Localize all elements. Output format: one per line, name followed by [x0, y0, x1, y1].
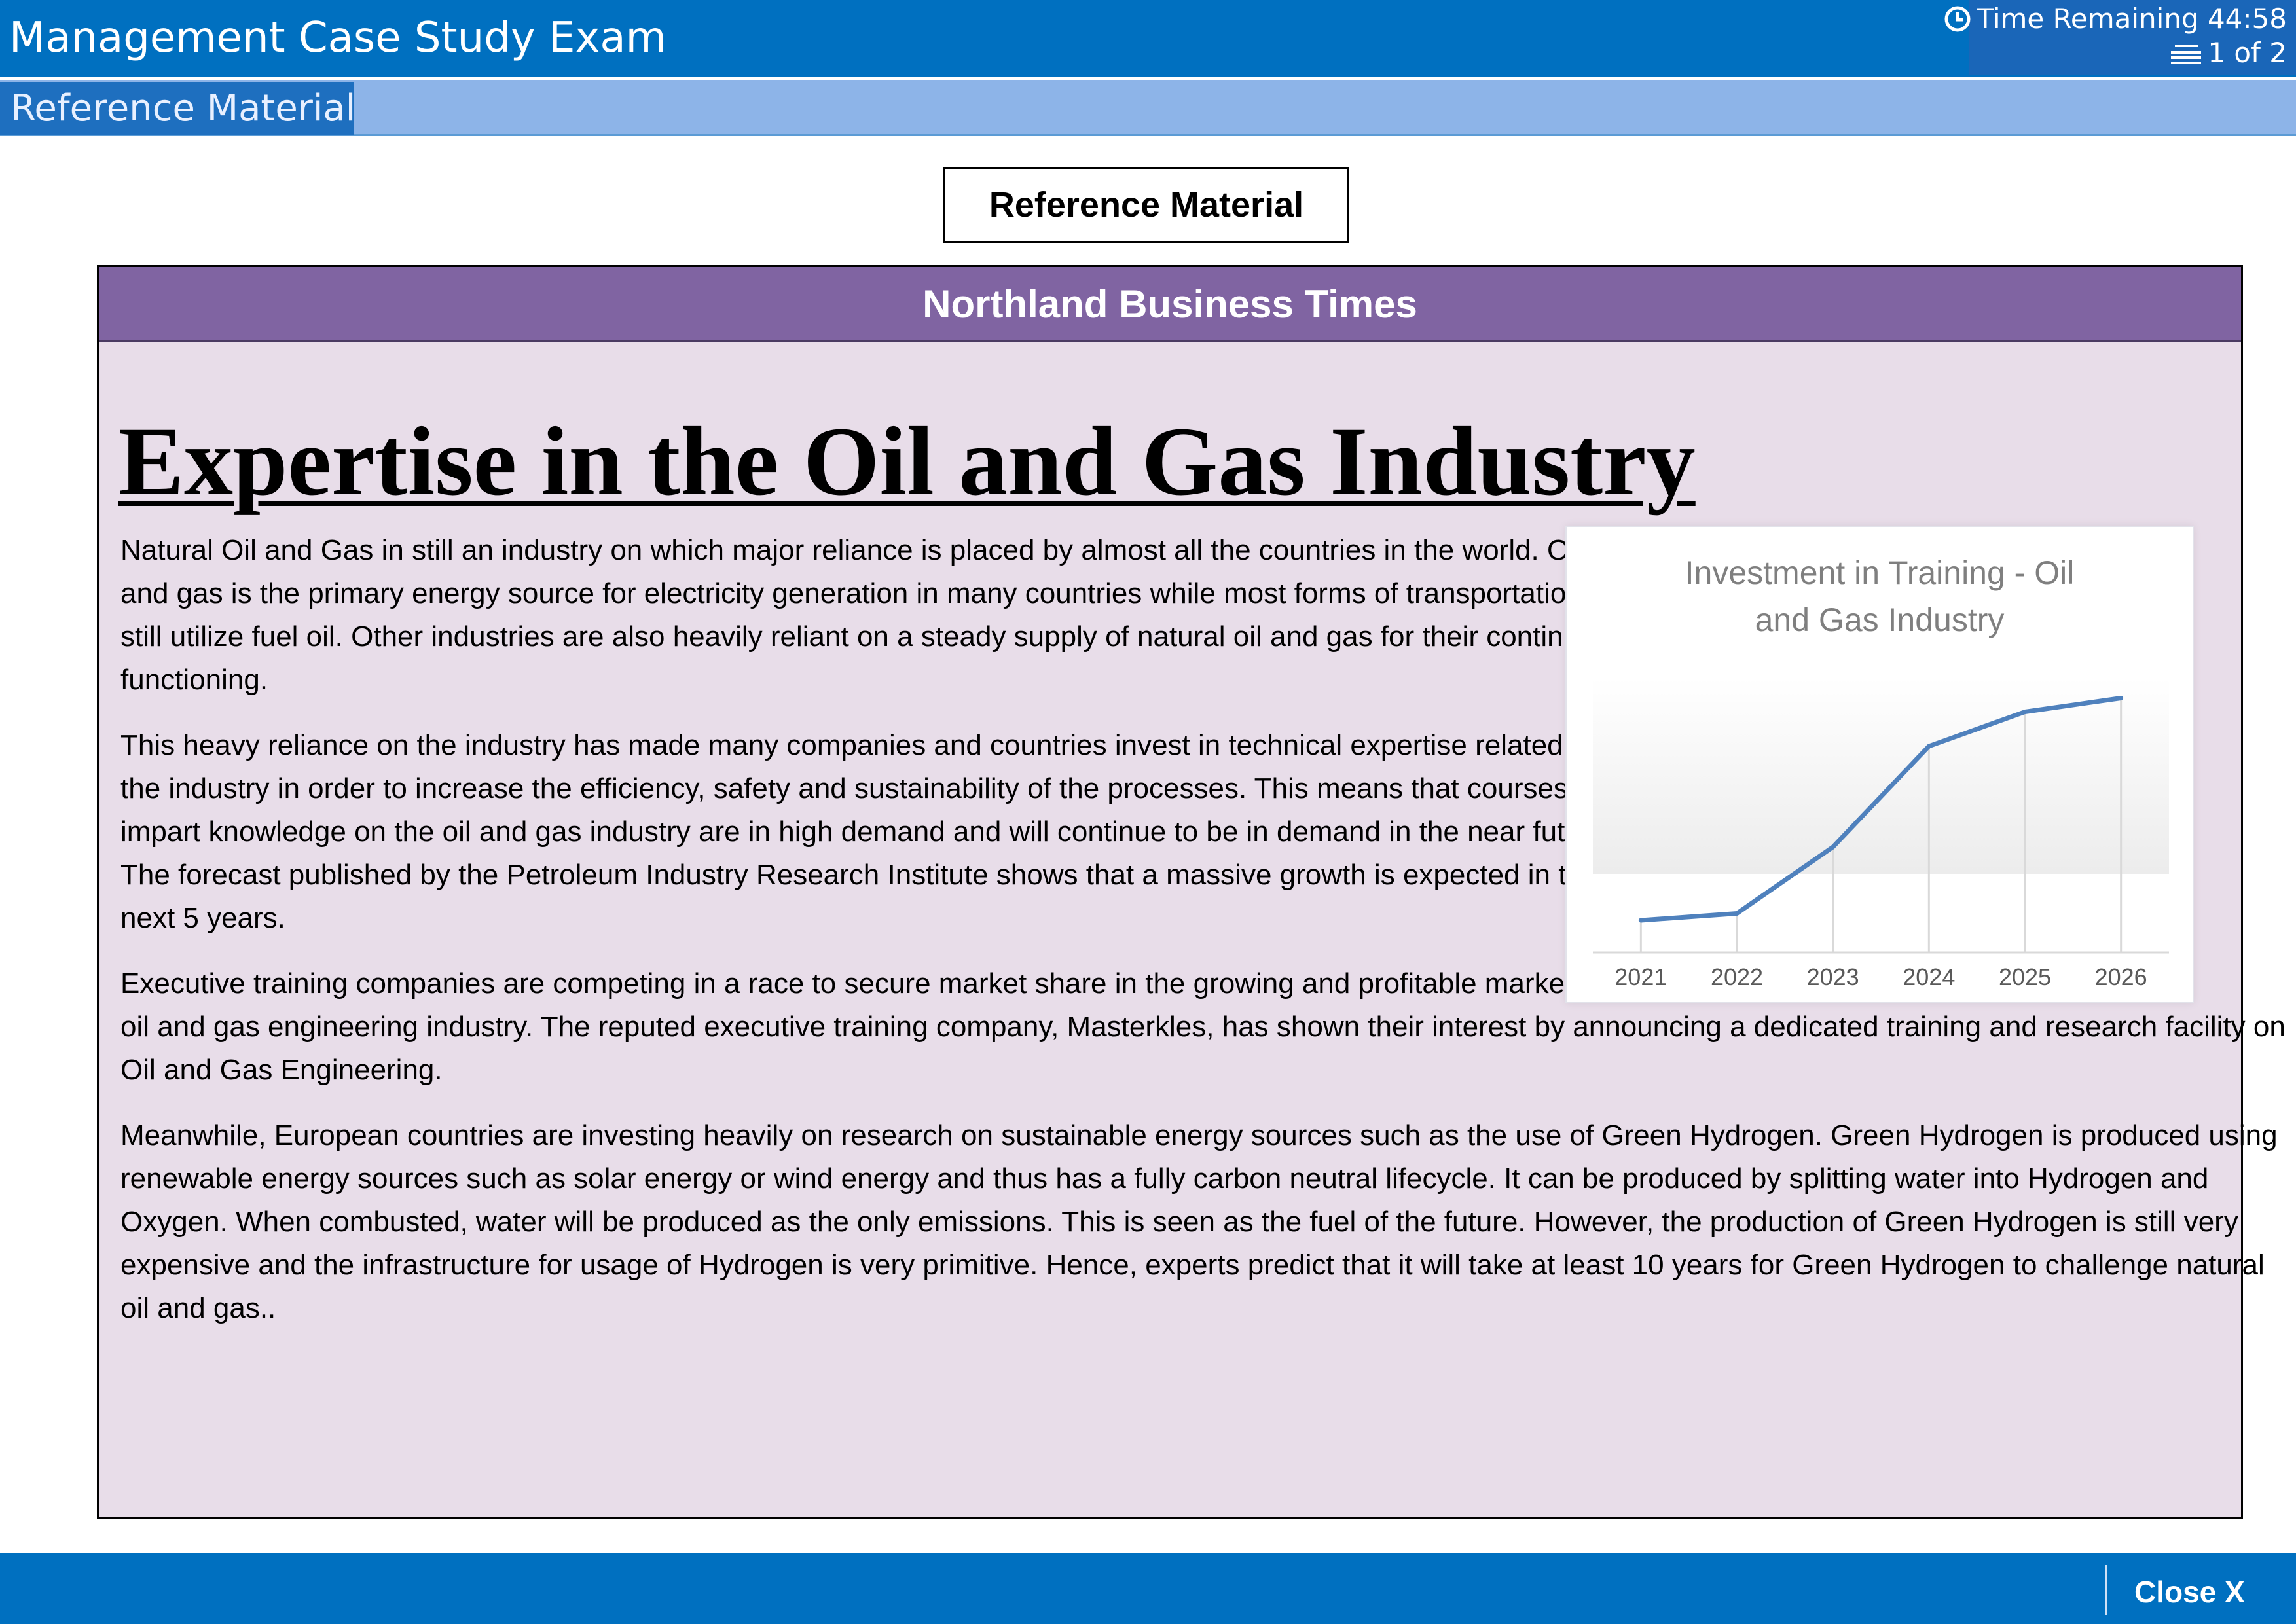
- exam-status-panel: Time Remaining 44:58 1 of 2: [1944, 0, 2296, 75]
- clock-icon: [1944, 6, 1971, 31]
- page-counter: 1 of 2: [2167, 37, 2287, 69]
- article-paragraph-1: Natural Oil and Gas in still an industry…: [120, 534, 1626, 696]
- article-paragraph-4: Meanwhile, European countries are invest…: [120, 1119, 2278, 1324]
- pages-icon: [2171, 44, 2202, 64]
- article-paragraph-2: This heavy reliance on the industry has …: [120, 729, 1624, 934]
- app-title: Management Case Study Exam: [9, 14, 666, 62]
- close-button[interactable]: Close X: [2134, 1575, 2245, 1609]
- chart-title-line-1: Investment in Training - Oil: [1685, 554, 2075, 591]
- newspaper-banner: Northland Business Times: [99, 267, 2241, 342]
- reference-material-label: Reference Material: [943, 167, 1349, 243]
- x-tick-label-2025: 2025: [1999, 964, 2051, 990]
- x-tick-label-2026: 2026: [2095, 964, 2147, 990]
- time-remaining-text: Time Remaining 44:58: [1977, 3, 2287, 35]
- chart-title: Investment in Training - Oil and Gas Ind…: [1567, 549, 2193, 643]
- reference-document: Northland Business Times Expertise in th…: [97, 265, 2286, 1519]
- footer-bar: Close X: [0, 1553, 2296, 1624]
- x-tick-label-2023: 2023: [1807, 964, 1859, 990]
- plot-area: [1593, 677, 2169, 874]
- article-body: Natural Oil and Gas in still an industry…: [120, 529, 2296, 1352]
- chart-title-line-2: and Gas Industry: [1755, 602, 2005, 638]
- x-tick-label-2021: 2021: [1614, 964, 1667, 990]
- time-remaining: Time Remaining 44:58: [1944, 3, 2287, 35]
- page-counter-text: 1 of 2: [2208, 37, 2287, 69]
- x-tick-label-2022: 2022: [1711, 964, 1763, 990]
- footer-divider: [2105, 1565, 2107, 1615]
- series-line: [1638, 696, 2124, 923]
- section-bar: Reference Material: [0, 80, 2296, 136]
- investment-chart: Investment in Training - Oil and Gas Ind…: [1565, 526, 2194, 1003]
- x-tick-label-2024: 2024: [1903, 964, 1955, 990]
- chart-plot: 2021 2022 2023 2024 2025 2026: [1593, 677, 2169, 990]
- article-paragraph-3: Executive training companies are competi…: [120, 967, 2286, 1086]
- title-bar: Management Case Study Exam Time Remainin…: [0, 0, 2296, 77]
- tab-reference-material[interactable]: Reference Material: [0, 82, 355, 135]
- article-headline: Expertise in the Oil and Gas Industry: [118, 407, 1696, 516]
